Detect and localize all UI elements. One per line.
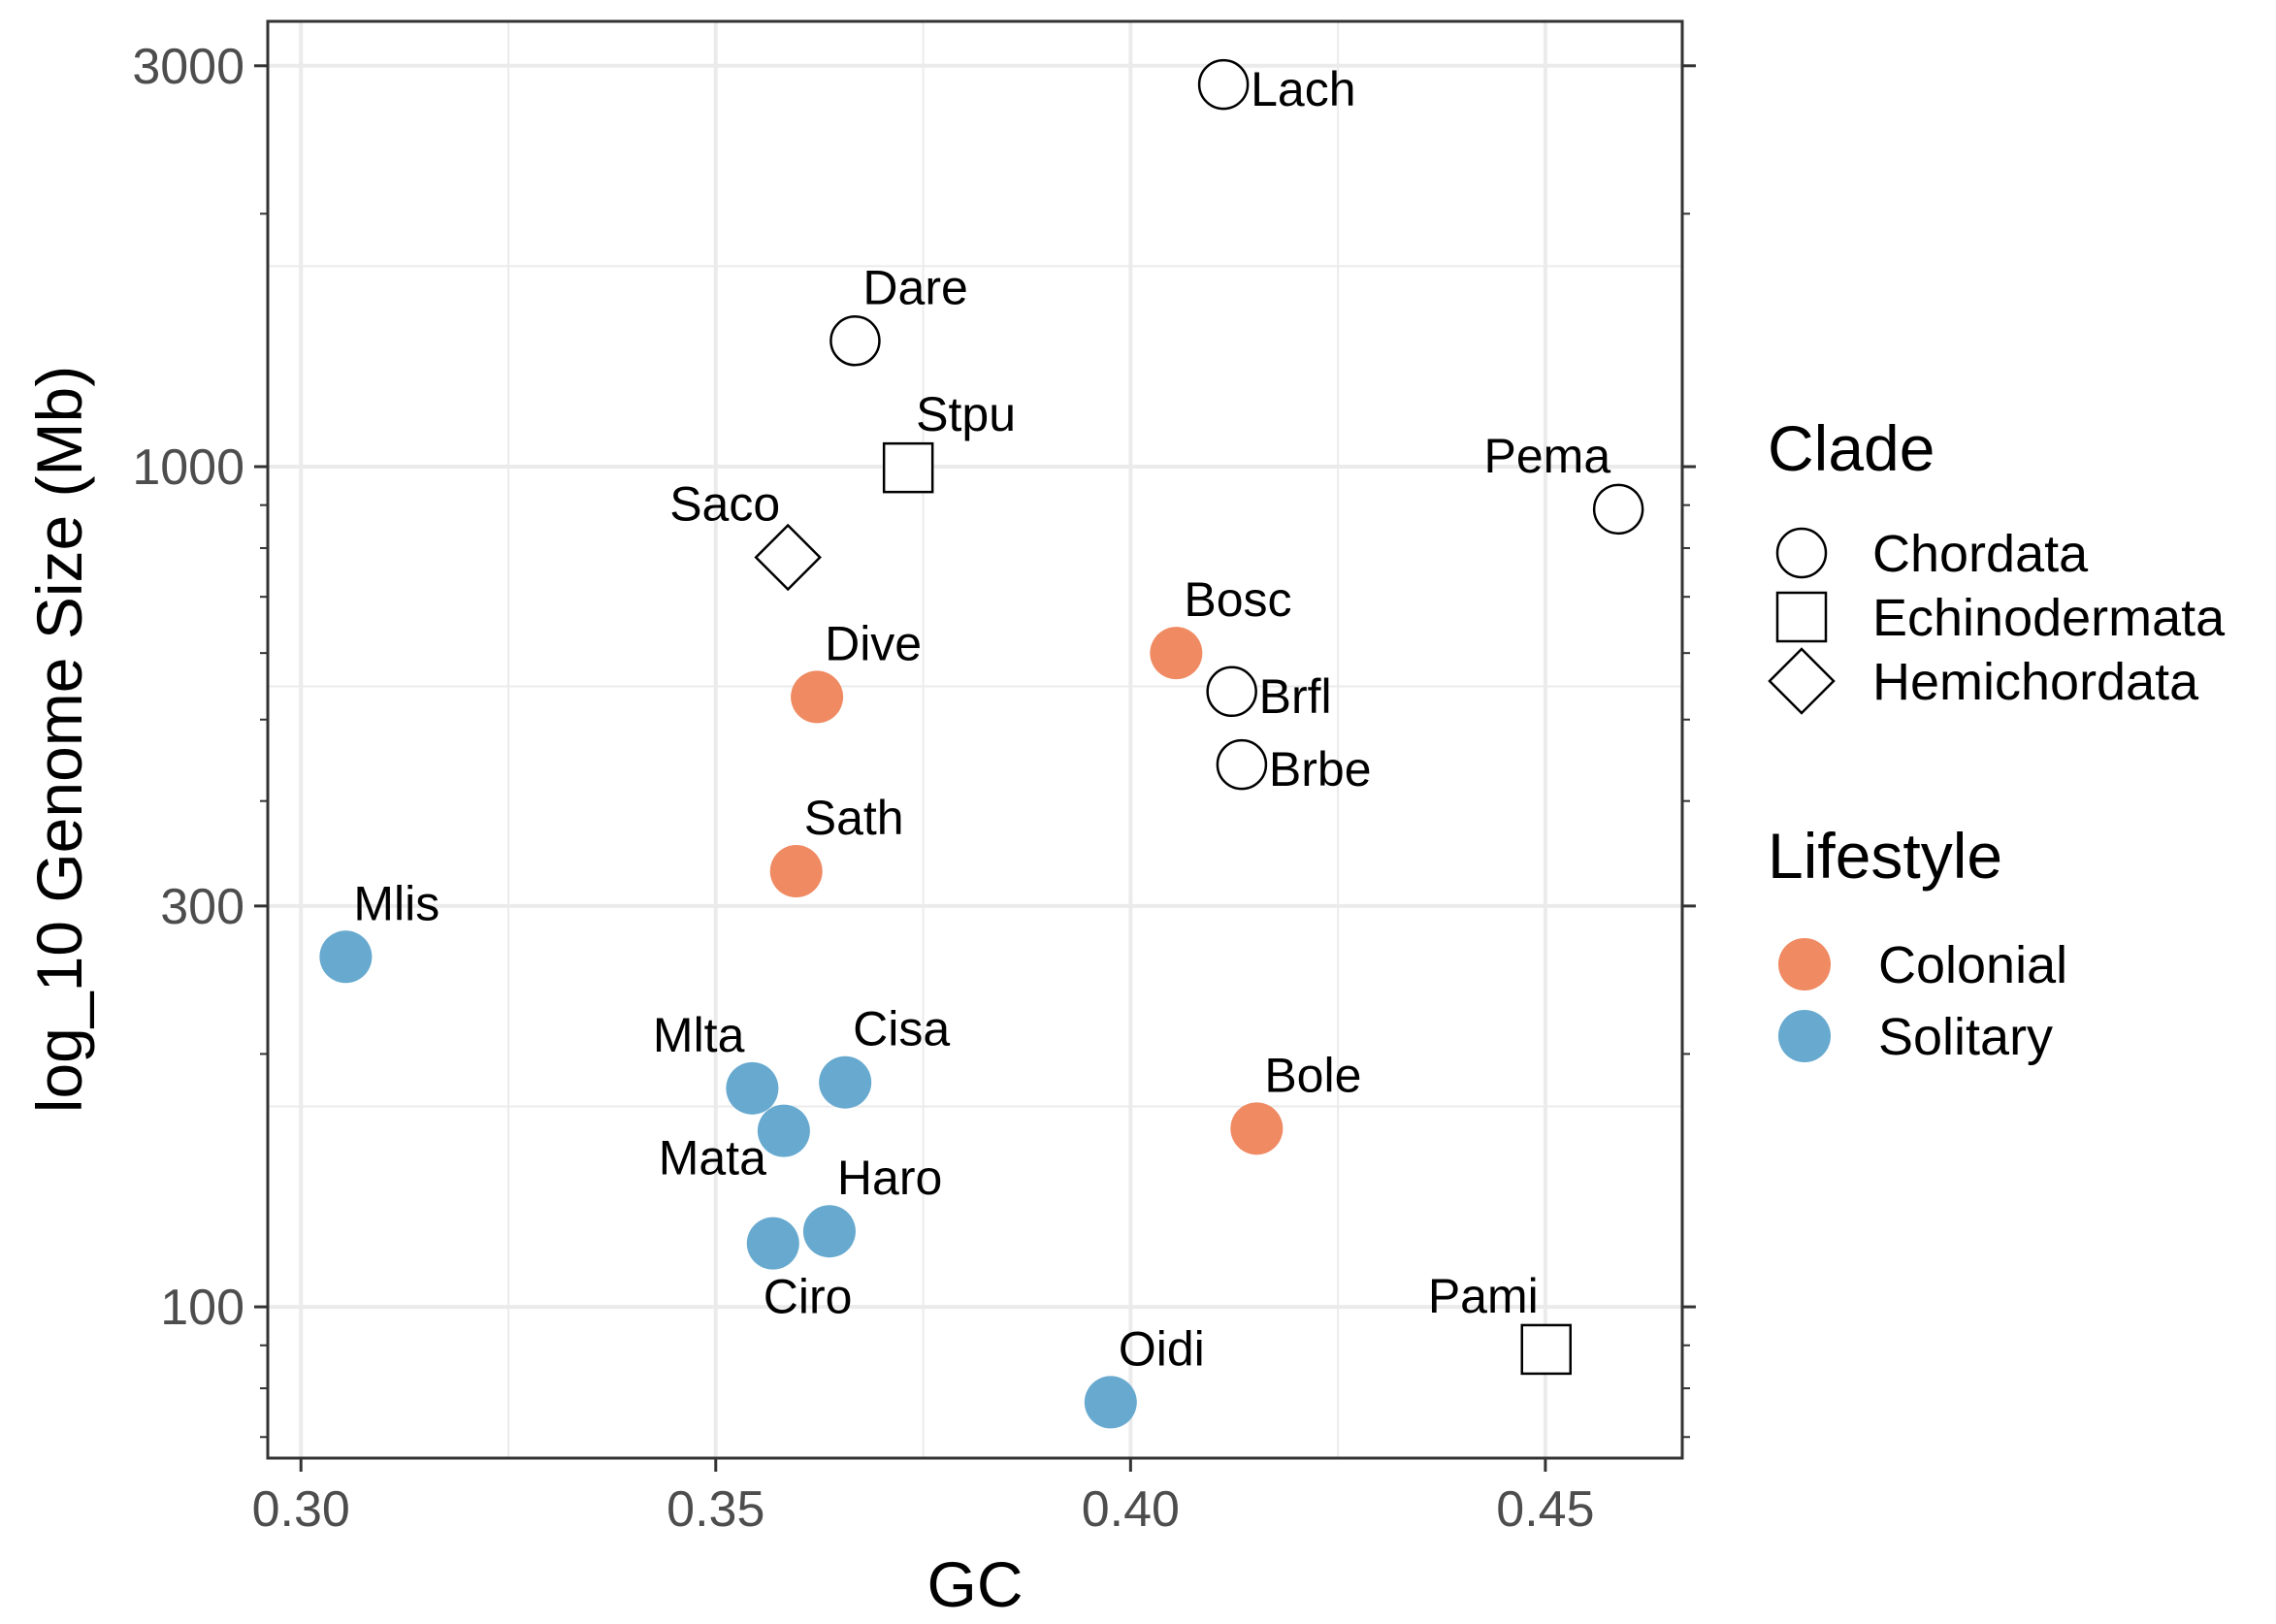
legend-key-chordata <box>1775 527 1828 579</box>
data-points <box>319 58 1644 1429</box>
point-brfl <box>1206 666 1257 718</box>
axes: 0.30 0.35 0.40 0.45 100 300 1000 3000 <box>132 39 1696 1538</box>
point-label-bole: Bole <box>1264 1048 1361 1102</box>
x-axis-title: GC <box>927 1548 1024 1620</box>
legend-key-solitary <box>1778 1010 1831 1062</box>
legend-label-hemichordata: Hemichordata <box>1872 653 2199 711</box>
point-brbe <box>1216 738 1268 791</box>
point-label-bosc: Bosc <box>1184 572 1291 627</box>
point-label-pami: Pami <box>1428 1269 1539 1323</box>
x-tick-label: 0.40 <box>1082 1481 1180 1538</box>
point-haro <box>802 1205 856 1258</box>
point-lach <box>1197 58 1250 111</box>
point-label-sath: Sath <box>804 791 904 845</box>
legend-key-echinodermata <box>1775 591 1828 643</box>
point-mlta <box>726 1061 779 1115</box>
point-label-lach: Lach <box>1251 62 1355 116</box>
y-axis-title: log_10 Genome Size (Mb) <box>23 366 95 1113</box>
point-label-saco: Saco <box>669 476 780 531</box>
point-label-mlta: Mlta <box>653 1008 745 1062</box>
plot-border <box>266 19 1684 1460</box>
point-oidi <box>1084 1376 1137 1429</box>
legend: Clade Lifestyle Chordata Echinodermata Hem… <box>1768 412 2226 1066</box>
point-mata <box>757 1104 810 1157</box>
legend-label-chordata: Chordata <box>1872 525 2089 583</box>
point-ciro <box>746 1217 799 1270</box>
y-tick-label: 100 <box>160 1280 244 1336</box>
point-label-mata: Mata <box>659 1131 766 1186</box>
point-dive <box>791 670 844 724</box>
legend-title-lifestyle: Lifestyle <box>1768 820 2002 892</box>
point-dare <box>829 315 881 367</box>
y-tick-label: 300 <box>160 879 244 935</box>
point-sath <box>769 845 823 898</box>
point-label-dive: Dive <box>825 616 922 670</box>
point-label-haro: Haro <box>837 1151 942 1205</box>
point-label-stpu: Stpu <box>916 387 1016 441</box>
point-label-ciro: Ciro <box>764 1270 853 1324</box>
point-label-brbe: Brbe <box>1269 742 1372 796</box>
legend-key-colonial <box>1778 938 1831 991</box>
x-tick-label: 0.45 <box>1496 1481 1594 1538</box>
point-saco <box>754 523 822 592</box>
y-tick-label: 1000 <box>132 439 244 496</box>
point-mlis <box>319 930 373 984</box>
legend-label-echinodermata: Echinodermata <box>1872 589 2226 647</box>
x-tick-label: 0.30 <box>252 1481 350 1538</box>
legend-label-solitary: Solitary <box>1878 1008 2053 1066</box>
legend-label-colonial: Colonial <box>1878 936 2067 994</box>
y-tick-label: 3000 <box>132 39 244 95</box>
point-stpu <box>882 441 934 494</box>
x-tick-label: 0.35 <box>667 1481 764 1538</box>
point-label-mlis: Mlis <box>353 876 439 930</box>
point-label-pema: Pema <box>1484 429 1611 483</box>
point-pema <box>1592 483 1644 536</box>
point-bosc <box>1150 627 1203 680</box>
point-label-brfl: Brfl <box>1259 669 1332 724</box>
point-bole <box>1230 1102 1284 1155</box>
legend-title-clade: Clade <box>1768 412 1935 484</box>
point-label-dare: Dare <box>862 260 967 314</box>
point-label-oidi: Oidi <box>1119 1321 1205 1376</box>
point-pami <box>1520 1323 1573 1376</box>
legend-key-hemichordata <box>1768 647 1836 715</box>
point-label-cisa: Cisa <box>853 1002 950 1056</box>
grid <box>268 21 1682 1458</box>
point-labels: Lach Dare Stpu Saco Pema Bosc Brfl Brbe Dive Sath… <box>353 62 1610 1376</box>
point-cisa <box>819 1056 872 1109</box>
